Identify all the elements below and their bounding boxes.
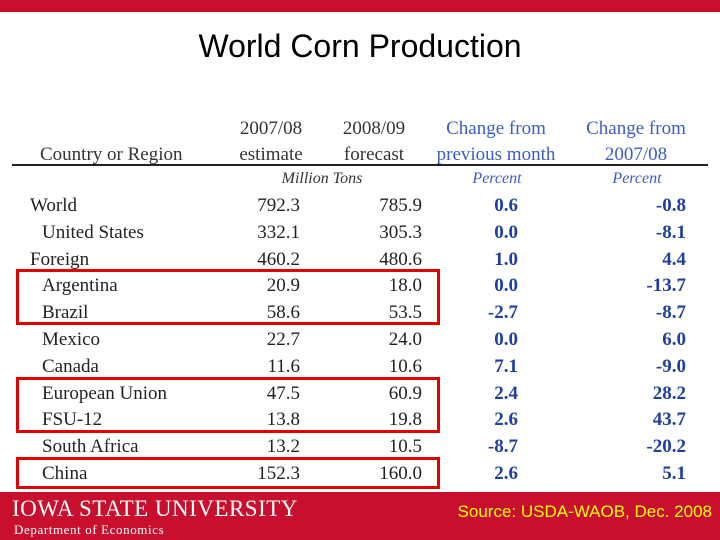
- table-row: China 152.3 160.0 2.6 5.1: [12, 460, 708, 487]
- footer-bar: [0, 492, 720, 540]
- department-name: Department of Economics: [14, 522, 165, 537]
- row-change-year-value: -13.7: [646, 275, 686, 297]
- row-forecast-value: 19.8: [388, 409, 422, 431]
- row-change-month-value: -2.7: [487, 302, 518, 324]
- header-col3-line1: Change from: [446, 118, 546, 139]
- row-estimate-value: 58.6: [266, 302, 300, 324]
- row-estimate-value: 460.2: [257, 248, 300, 270]
- header-col2-line2: forecast: [343, 144, 405, 165]
- row-change-year-value: -9.0: [655, 355, 686, 377]
- row-change-month-value: 2.6: [494, 463, 518, 484]
- table-row: South Africa 13.2 10.5 -8.7 -20.2: [12, 433, 708, 460]
- row-estimate-value: 332.1: [257, 221, 300, 243]
- row-region-name: Foreign: [30, 248, 90, 270]
- row-change-month-value: 2.4: [494, 382, 518, 404]
- row-estimate-value: 152.3: [257, 463, 300, 484]
- row-forecast-value: 10.5: [388, 436, 422, 458]
- table-row: FSU-12 13.8 19.8 2.6 43.7: [12, 406, 708, 433]
- row-region-name: World: [30, 195, 78, 216]
- row-estimate-value: 47.5: [266, 382, 300, 404]
- row-estimate-value: 11.6: [267, 355, 300, 377]
- row-estimate-value: 20.9: [266, 275, 300, 297]
- row-change-month-value: 0.0: [494, 275, 518, 297]
- table-row: Mexico 22.7 24.0 0.0 6.0: [12, 326, 708, 353]
- slide-title: World Corn Production: [198, 28, 522, 64]
- source-citation: Source: USDA-WAOB, Dec. 2008: [457, 502, 712, 521]
- highlight-box-china: [16, 457, 440, 489]
- header-divider: [12, 164, 708, 166]
- unit-percent-month: Percent: [472, 170, 522, 187]
- header-region: Country or Region: [40, 144, 183, 165]
- row-change-month-value: 1.0: [494, 248, 518, 270]
- row-region-name: Mexico: [42, 329, 101, 350]
- unit-million-tons: Million Tons: [281, 170, 363, 187]
- row-estimate-value: 13.8: [266, 409, 300, 431]
- table-row: Foreign 460.2 480.6 1.0 4.4: [12, 246, 708, 273]
- row-region-name: South Africa: [42, 436, 139, 458]
- table-row: European Union 47.5 60.9 2.4 28.2: [12, 380, 708, 407]
- row-change-year-value: -8.1: [655, 221, 686, 243]
- row-forecast-value: 480.6: [379, 248, 422, 270]
- header-col4-line1: Change from: [586, 118, 686, 139]
- row-estimate-value: 22.7: [266, 329, 300, 350]
- row-change-year-value: 28.2: [652, 382, 686, 404]
- table-row: Argentina 20.9 18.0 0.0 -13.7: [12, 272, 708, 299]
- corn-production-table: Country or Region 2007/08 estimate 2008/…: [12, 112, 708, 492]
- header-col3-line2: previous month: [436, 144, 556, 165]
- row-region-name: United States: [42, 221, 144, 243]
- row-forecast-value: 785.9: [379, 195, 422, 216]
- row-forecast-value: 60.9: [388, 382, 422, 404]
- table-row: World 792.3 785.9 0.6 -0.8: [12, 192, 708, 219]
- header-col1-line2: estimate: [239, 144, 303, 165]
- row-change-year-value: 43.7: [652, 409, 686, 431]
- row-change-year-value: 5.1: [662, 463, 686, 484]
- row-change-year-value: -8.7: [655, 302, 686, 324]
- header-col2-line1: 2008/09: [342, 118, 406, 139]
- row-region-name: Argentina: [42, 275, 118, 297]
- row-forecast-value: 160.0: [379, 463, 422, 484]
- row-forecast-value: 24.0: [388, 329, 422, 350]
- row-region-name: Brazil: [42, 302, 89, 324]
- top-brand-bar: [0, 0, 720, 12]
- highlight-box-argentina-brazil: [16, 269, 440, 325]
- row-change-month-value: 0.0: [494, 329, 518, 350]
- row-change-year-value: -0.8: [655, 195, 686, 216]
- row-region-name: Canada: [42, 355, 99, 377]
- row-change-month-value: -8.7: [487, 436, 518, 458]
- table-row: United States 332.1 305.3 0.0 -8.1: [12, 219, 708, 246]
- row-change-year-value: -20.2: [646, 436, 686, 458]
- row-forecast-value: 305.3: [379, 221, 422, 243]
- row-change-year-value: 4.4: [662, 248, 686, 270]
- table-row: Brazil 58.6 53.5 -2.7 -8.7: [12, 299, 708, 326]
- row-forecast-value: 18.0: [388, 275, 422, 297]
- row-change-month-value: 0.0: [494, 221, 518, 243]
- row-change-month-value: 0.6: [494, 195, 518, 216]
- row-estimate-value: 792.3: [257, 195, 300, 216]
- row-change-year-value: 6.0: [662, 329, 686, 350]
- row-change-month-value: 2.6: [494, 409, 518, 431]
- table-row: Canada 11.6 10.6 7.1 -9.0: [12, 353, 708, 380]
- row-estimate-value: 13.2: [266, 436, 300, 458]
- row-forecast-value: 10.6: [388, 355, 422, 377]
- header-col4-line2: 2007/08: [604, 144, 668, 165]
- row-region-name: European Union: [42, 382, 168, 404]
- header-col1-line1: 2007/08: [239, 118, 303, 139]
- row-region-name: China: [42, 463, 88, 484]
- university-logo-wordmark: IOWA STATE UNIVERSITY: [12, 496, 298, 521]
- highlight-box-eu-fsu: [16, 377, 440, 433]
- row-region-name: FSU-12: [42, 409, 103, 431]
- row-forecast-value: 53.5: [388, 302, 422, 324]
- row-change-month-value: 7.1: [494, 355, 518, 377]
- unit-percent-year: Percent: [612, 170, 662, 187]
